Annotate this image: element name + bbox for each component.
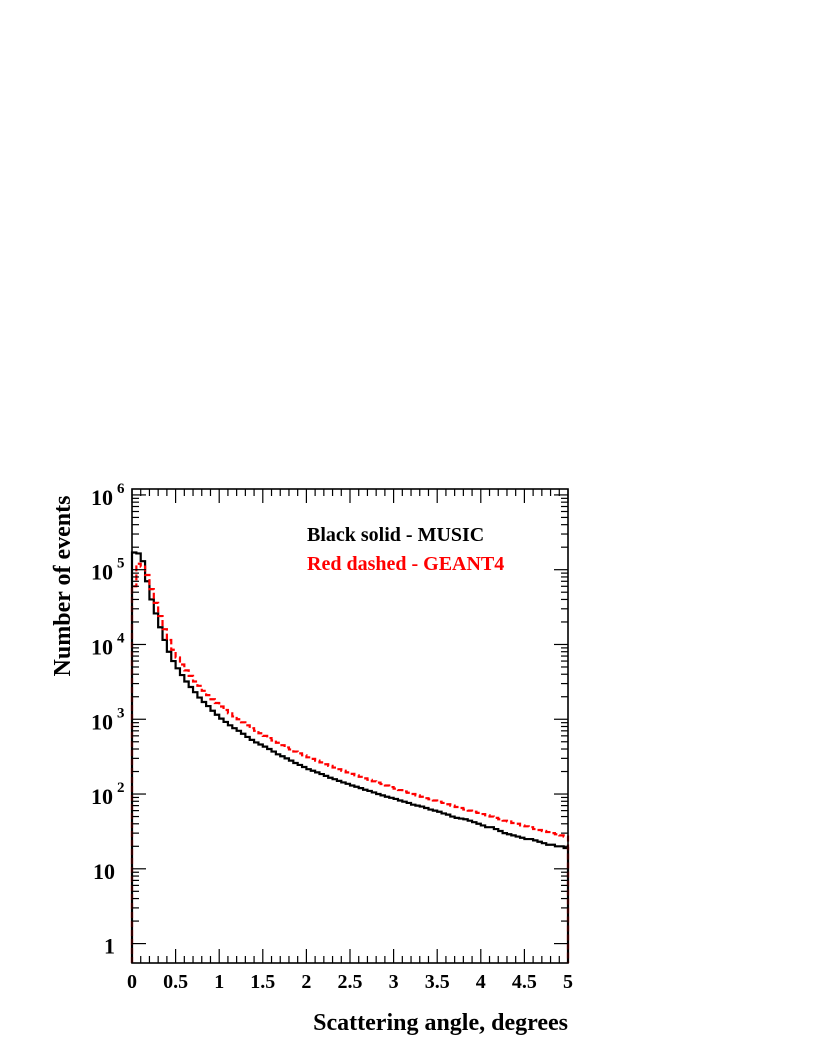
y-tick-base: 10 xyxy=(91,709,113,734)
x-tick-label: 0.5 xyxy=(163,971,188,993)
x-tick-label: 0 xyxy=(127,971,137,993)
y-tick-label: 10 6 xyxy=(91,481,125,510)
x-tick-label: 3 xyxy=(389,971,399,993)
legend-entry-geant4: Red dashed - GEANT4 xyxy=(307,553,504,575)
x-tick-label: 4.5 xyxy=(512,971,537,993)
x-tick-label: 1.5 xyxy=(250,971,275,993)
y-tick-label: 10 3 xyxy=(91,705,125,734)
y-tick-label: 1 xyxy=(104,934,115,959)
y-tick-value: 10 xyxy=(93,859,115,884)
y-tick-label: 10 2 xyxy=(91,780,125,809)
y-tick-exponent: 6 xyxy=(117,481,125,497)
y-tick-exponent: 3 xyxy=(117,705,125,721)
y-tick-exponent: 4 xyxy=(117,630,125,646)
x-axis-label: Scattering angle, degrees xyxy=(313,1010,568,1036)
x-tick-label: 4 xyxy=(476,971,486,993)
x-axis: 0 0.5 1 1.5 2 2.5 3 3.5 4 4.5 5 xyxy=(127,489,573,993)
y-tick-exponent: 5 xyxy=(117,556,125,572)
y-tick-value: 1 xyxy=(104,934,115,959)
y-tick-base: 10 xyxy=(91,485,113,510)
x-tick-label: 3.5 xyxy=(425,971,450,993)
x-tick-label: 1 xyxy=(214,971,224,993)
x-tick-label: 5 xyxy=(563,971,573,993)
y-tick-base: 10 xyxy=(91,560,113,585)
y-tick-label: 10 5 xyxy=(91,556,125,585)
y-tick-base: 10 xyxy=(91,634,113,659)
y-tick-base: 10 xyxy=(91,784,113,809)
legend-entry-music: Black solid - MUSIC xyxy=(307,524,484,546)
x-tick-label: 2 xyxy=(301,971,311,993)
y-axis-label: Number of events xyxy=(50,496,76,677)
series-1-histogram xyxy=(130,562,570,963)
series-0-histogram xyxy=(130,551,570,963)
series-group xyxy=(130,551,570,963)
y-tick-exponent: 2 xyxy=(117,780,125,796)
y-tick-label: 10 xyxy=(93,859,115,884)
y-tick-label: 10 4 xyxy=(91,630,125,659)
x-tick-label: 2.5 xyxy=(338,971,363,993)
